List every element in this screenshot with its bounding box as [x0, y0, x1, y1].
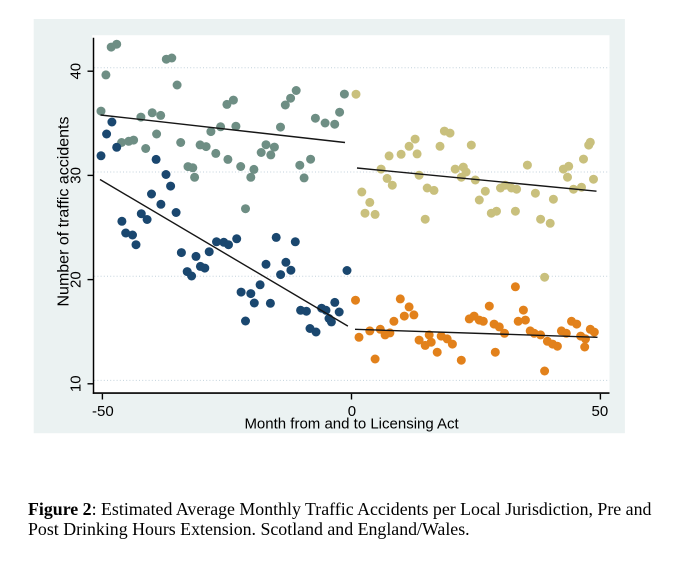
svg-text:10: 10 [68, 375, 85, 392]
svg-text:Number of traffic accidents: Number of traffic accidents [55, 116, 72, 306]
svg-text:0: 0 [348, 403, 356, 420]
svg-text:50: 50 [592, 403, 609, 420]
svg-text:40: 40 [68, 63, 85, 80]
svg-text:30: 30 [68, 167, 85, 184]
svg-text:20: 20 [68, 271, 85, 288]
svg-text:-50: -50 [92, 403, 114, 420]
svg-text:Month from and to Licensing Ac: Month from and to Licensing Act [244, 416, 459, 433]
